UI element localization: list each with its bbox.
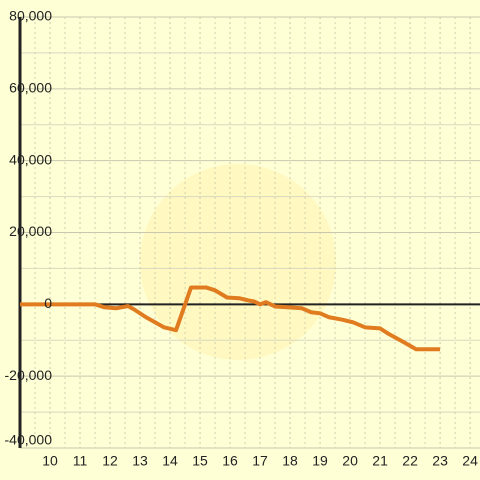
y-tick-label: 60,000 <box>9 80 52 96</box>
x-tick-label: 14 <box>162 453 178 469</box>
x-tick-label: 19 <box>312 453 328 469</box>
y-tick-label: 0 <box>44 295 52 311</box>
x-tick-label: 16 <box>222 453 238 469</box>
y-tick-label: 40,000 <box>9 151 52 167</box>
y-tick-label: -40,000 <box>5 432 53 448</box>
y-tick-label: 80,000 <box>9 8 52 24</box>
y-tick-label: 20,000 <box>9 223 52 239</box>
y-tick-label: -20,000 <box>5 367 53 383</box>
x-tick-label: 22 <box>402 453 418 469</box>
x-tick-label: 21 <box>372 453 388 469</box>
x-tick-label: 17 <box>252 453 268 469</box>
x-tick-label: 13 <box>132 453 148 469</box>
x-tick-label: 20 <box>342 453 358 469</box>
x-tick-label: 12 <box>102 453 118 469</box>
watermark <box>140 164 336 360</box>
x-tick-label: 15 <box>192 453 208 469</box>
x-tick-label: 24 <box>462 453 478 469</box>
data-line <box>20 285 441 352</box>
x-tick-label: 18 <box>282 453 298 469</box>
x-tick-label: 11 <box>73 453 88 469</box>
x-tick-label: 10 <box>42 453 58 469</box>
x-tick-label: 23 <box>432 453 448 469</box>
